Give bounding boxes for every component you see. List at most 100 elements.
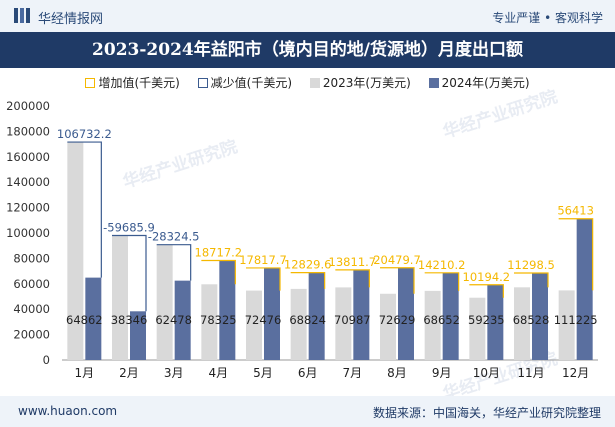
2023-swatch-icon xyxy=(309,78,320,88)
increase-bracket xyxy=(246,267,281,291)
bar-2024 xyxy=(442,272,459,360)
y-tick-label: 200000 xyxy=(6,99,50,113)
decrease-bracket xyxy=(156,244,192,281)
bar-2024 xyxy=(219,260,236,360)
bar-2023 xyxy=(558,290,575,360)
x-tick-label: 5月 xyxy=(253,366,273,380)
change-label: -59685.9 xyxy=(103,221,155,235)
x-tick-label: 6月 xyxy=(298,366,318,380)
y-tick-label: 100000 xyxy=(6,226,50,240)
bar-2023 xyxy=(246,290,262,360)
change-label: 106732.2 xyxy=(57,127,112,141)
y-tick-label: 180000 xyxy=(6,124,50,138)
bar-chart: 0 20000 40000 60000 80000 100000 120000 140000 1… xyxy=(6,99,598,380)
bar-2024 xyxy=(487,284,504,360)
change-label: 14210.2 xyxy=(418,258,466,272)
chart-title: 2023-2024年益阳市（境内目的地/货源地）月度出口额 xyxy=(0,32,615,68)
data-label: 68824 xyxy=(289,313,326,327)
change-label: 11298.5 xyxy=(507,258,555,272)
bar-2024 xyxy=(353,269,370,360)
change-label: 10194.2 xyxy=(463,270,511,284)
y-tick-label: 60000 xyxy=(13,277,50,291)
data-label: 70987 xyxy=(334,313,371,327)
y-tick-label: 80000 xyxy=(13,251,50,265)
brand-name: 华经情报网 xyxy=(38,12,104,27)
data-label: 111225 xyxy=(554,313,598,327)
decrease-bracket xyxy=(112,234,147,312)
increase-bracket xyxy=(469,284,504,298)
bar-2024 xyxy=(398,267,414,360)
increase-bracket xyxy=(514,272,549,288)
bar-2023 xyxy=(380,293,396,360)
change-label: 13811.7 xyxy=(329,255,377,269)
increase-bracket xyxy=(290,271,326,289)
increase-bracket xyxy=(201,259,236,285)
y-tick-label: 0 xyxy=(43,353,50,367)
x-tick-label: 3月 xyxy=(164,366,184,380)
bar-2023 xyxy=(112,235,128,360)
2024-swatch-icon xyxy=(428,78,439,88)
y-tick-label: 20000 xyxy=(13,328,50,342)
chart-legend: 增加值(千美元) 减少值(千美元) 2023年(万美元) 2024年(万美元) xyxy=(0,74,615,91)
increase-bracket xyxy=(335,269,370,288)
footer-bar: www.huaon.com 数据来源：中国海关，华经产业研究院整理 xyxy=(0,396,615,427)
legend-2023-label: 2023年(万美元) xyxy=(322,76,411,90)
y-tick-label: 40000 xyxy=(13,302,50,316)
data-label: 68652 xyxy=(423,313,460,327)
x-tick-label: 12月 xyxy=(562,366,589,380)
data-label: 72629 xyxy=(379,313,416,327)
change-label: 17817.7 xyxy=(239,253,287,267)
data-label: 59235 xyxy=(468,313,505,327)
site-url: www.huaon.com xyxy=(18,404,118,418)
decrease-swatch-icon xyxy=(197,78,208,88)
change-label: 20479.7 xyxy=(373,253,421,267)
bar-2023 xyxy=(514,287,530,360)
x-tick-label: 11月 xyxy=(517,366,544,380)
legend-decrease-label: 减少值(千美元) xyxy=(210,76,293,90)
x-tick-label: 2月 xyxy=(119,366,139,380)
tagline: 专业严谨 • 客观科学 xyxy=(492,11,603,25)
legend-decrease: 减少值(千美元) xyxy=(197,74,293,91)
legend-2024-label: 2024年(万美元) xyxy=(441,76,530,90)
increase-bracket xyxy=(558,218,594,291)
bar-2023 xyxy=(67,142,84,360)
bar-2023 xyxy=(156,244,173,360)
bar-2023 xyxy=(424,290,441,360)
data-label: 68528 xyxy=(513,313,550,327)
increase-swatch-icon xyxy=(85,78,96,88)
bar-2024 xyxy=(130,311,146,360)
change-label: 18717.2 xyxy=(195,246,243,260)
bar-2023 xyxy=(201,284,218,360)
data-label: 38346 xyxy=(111,313,148,327)
x-tick-label: 9月 xyxy=(432,366,452,380)
huajing-logo-icon xyxy=(14,8,30,23)
change-label: 12829.6 xyxy=(284,258,332,272)
y-tick-label: 140000 xyxy=(6,175,50,189)
legend-2024: 2024年(万美元) xyxy=(428,74,530,91)
bar-2024 xyxy=(85,277,102,360)
data-label: 64862 xyxy=(66,313,103,327)
bar-2023 xyxy=(469,297,486,360)
bar-2024 xyxy=(308,272,325,360)
bar-2023 xyxy=(335,287,352,360)
x-tick-label: 1月 xyxy=(75,366,95,380)
x-tick-label: 8月 xyxy=(387,366,407,380)
legend-increase-label: 增加值(千美元) xyxy=(98,76,180,90)
data-label: 78325 xyxy=(200,313,237,327)
legend-increase: 增加值(千美元) xyxy=(85,74,180,91)
x-tick-label: 10月 xyxy=(473,366,500,380)
legend-2023: 2023年(万美元) xyxy=(309,74,411,91)
bar-2024 xyxy=(174,280,191,360)
y-tick-label: 160000 xyxy=(6,150,50,164)
change-label: 56413 xyxy=(557,204,594,218)
bar-2023 xyxy=(290,288,307,360)
data-label: 62478 xyxy=(155,313,192,327)
increase-bracket xyxy=(424,272,460,291)
decrease-bracket xyxy=(67,141,102,278)
y-tick-label: 120000 xyxy=(6,201,50,215)
increase-bracket xyxy=(380,267,415,294)
data-label: 72476 xyxy=(245,313,282,327)
bar-2024 xyxy=(576,218,593,360)
change-label: -28324.5 xyxy=(148,230,200,244)
data-source: 数据来源：中国海关，华经产业研究院整理 xyxy=(372,406,601,420)
